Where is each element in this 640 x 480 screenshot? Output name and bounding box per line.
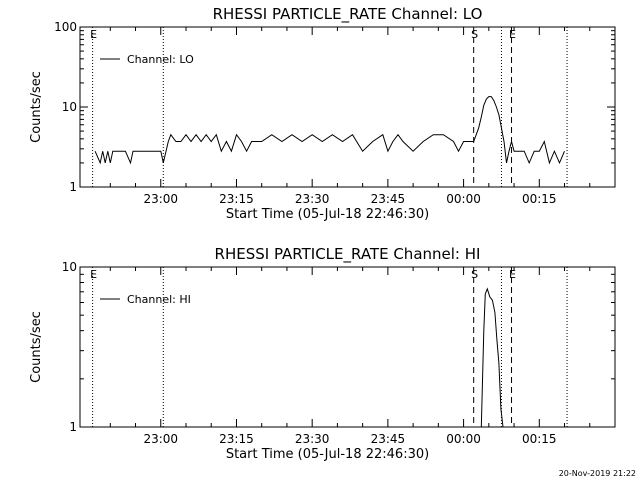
x-tick-label: 23:30 (295, 432, 330, 446)
chart-title: RHESSI PARTICLE_RATE Channel: LO (213, 5, 483, 24)
x-tick-label: 00:15 (522, 192, 557, 206)
x-tick-label: 00:15 (522, 432, 557, 446)
legend-label: Channel: HI (127, 293, 191, 306)
marker-label: E (509, 28, 516, 41)
y-axis-label: Counts/sec (29, 311, 44, 383)
series-line (94, 96, 565, 165)
marker-label: S (471, 268, 478, 281)
x-axis-label: Start Time (05-Jul-18 22:46:30) (226, 447, 429, 462)
y-tick-label: 100 (54, 20, 77, 34)
legend-label: Channel: LO (127, 53, 194, 66)
y-tick-label: 10 (62, 260, 77, 274)
x-tick-label: 00:00 (446, 192, 481, 206)
x-tick-label: 23:15 (219, 192, 254, 206)
y-tick-label: 10 (62, 100, 77, 114)
x-tick-label: 23:00 (143, 432, 178, 446)
x-tick-label: 23:45 (371, 192, 406, 206)
marker-label: E (509, 268, 516, 281)
plot-frame (79, 266, 616, 428)
y-tick-label: 1 (69, 180, 77, 194)
chart-title: RHESSI PARTICLE_RATE Channel: HI (215, 245, 481, 264)
y-tick-label: 1 (69, 420, 77, 434)
x-tick-label: 00:00 (446, 432, 481, 446)
plot-frame (79, 26, 616, 188)
marker-label: S (471, 28, 478, 41)
marker-label: E (90, 28, 97, 41)
panel-hi: RHESSI PARTICLE_RATE Channel: HI 1 10 23:00… (29, 245, 616, 462)
y-axis-label: Counts/sec (29, 71, 44, 143)
panel-lo: RHESSI PARTICLE_RATE Channel: LO 1 10 100 23… (29, 5, 616, 222)
marker-label: E (90, 268, 97, 281)
x-tick-label: 23:15 (219, 432, 254, 446)
x-tick-label: 23:30 (295, 192, 330, 206)
x-tick-label: 23:00 (143, 192, 178, 206)
footer-timestamp: 20-Nov-2019 21:22 (559, 469, 636, 478)
x-tick-label: 23:45 (371, 432, 406, 446)
x-axis-label: Start Time (05-Jul-18 22:46:30) (226, 207, 429, 222)
series-line (480, 287, 504, 427)
